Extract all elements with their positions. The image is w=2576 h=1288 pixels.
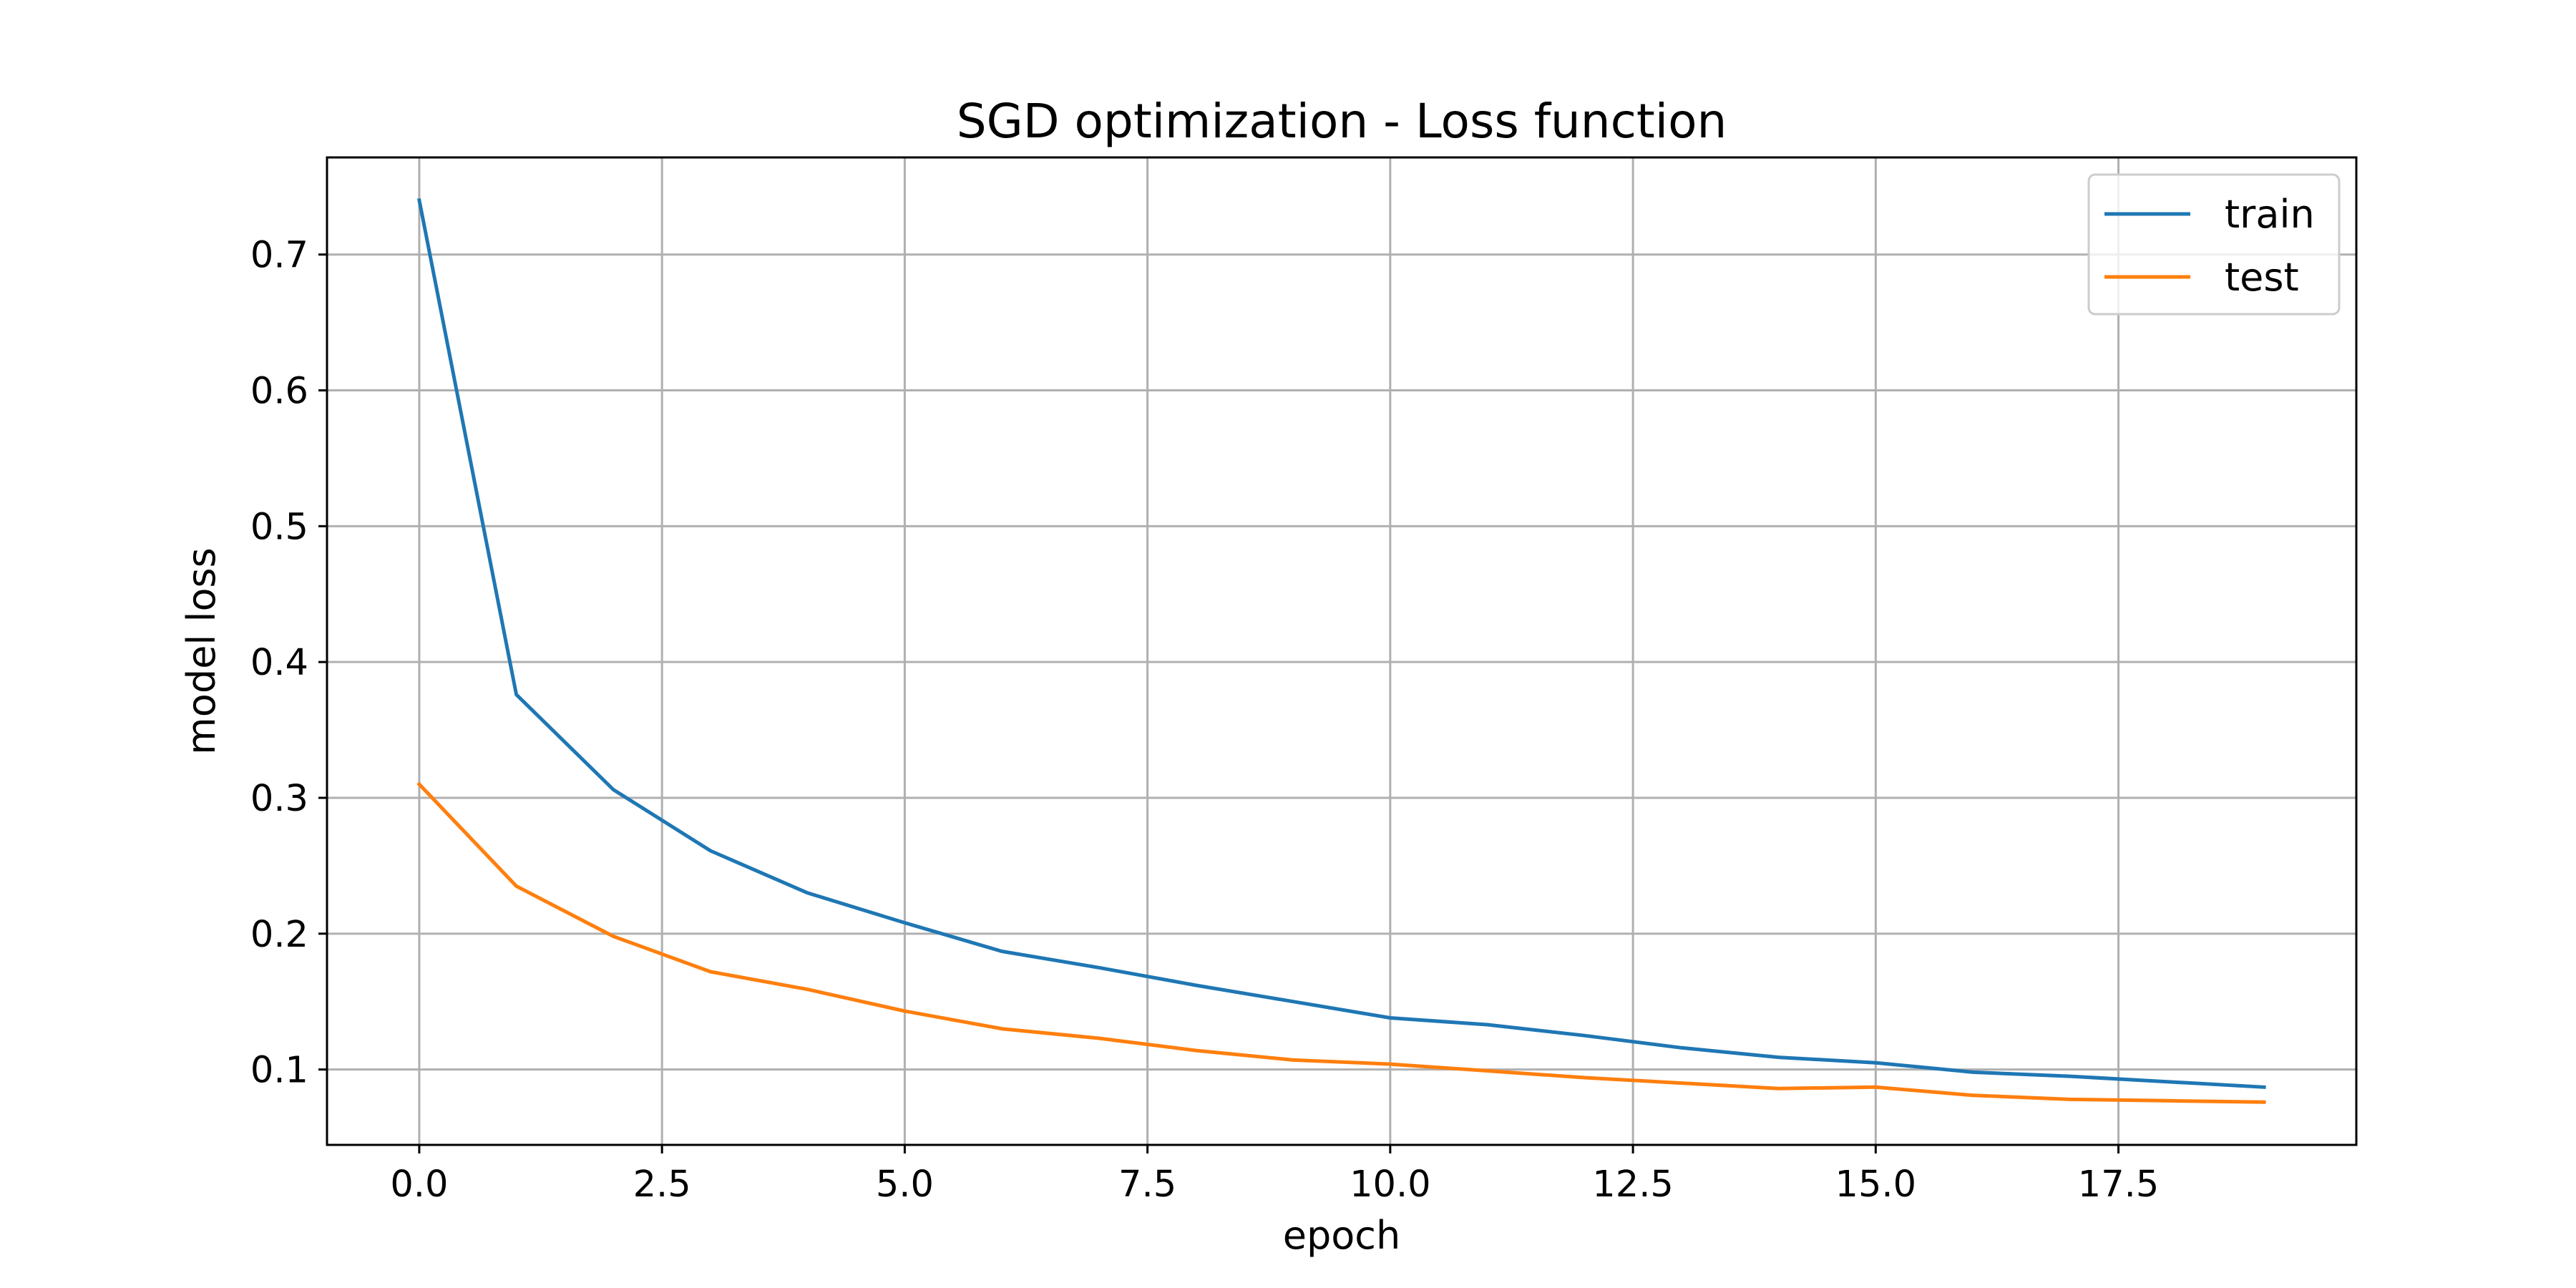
x-tick-label: 10.0: [1350, 1163, 1431, 1206]
grid: [327, 157, 2356, 1145]
series-line-test: [416, 781, 2266, 1104]
y-tick-label: 0.5: [250, 506, 308, 548]
legend: train test: [2087, 173, 2341, 316]
y-tick-label: 0.2: [250, 914, 308, 956]
y-tick-label: 0.6: [250, 371, 308, 413]
plot-frame: [326, 156, 2358, 1146]
chart-title: SGD optimization - Loss function: [957, 94, 1727, 149]
x-tick-label: 12.5: [1592, 1163, 1674, 1206]
x-tick-label: 5.0: [876, 1163, 934, 1206]
x-tick-label: 17.5: [2078, 1163, 2160, 1206]
x-axis-label: epoch: [1283, 1213, 1400, 1258]
x-tick-label: 7.5: [1118, 1163, 1176, 1206]
x-tick-label: 15.0: [1835, 1163, 1917, 1206]
y-tick-label: 0.1: [250, 1050, 308, 1092]
legend-box: [2087, 173, 2341, 316]
legend-label-train: train: [2225, 192, 2315, 237]
x-tick-label: 2.5: [633, 1163, 691, 1206]
legend-label-test: test: [2225, 255, 2299, 300]
axis-ticks: 0.0 2.5 5.0 7.5 10.0 12.5 15.0 17.5 0.1 0.2 0.3 0.4…: [250, 235, 2159, 1206]
y-tick-label: 0.7: [250, 235, 308, 277]
y-axis-label: model loss: [179, 547, 224, 755]
series-lines: [416, 197, 2266, 1104]
x-tick-label: 0.0: [390, 1163, 448, 1206]
y-tick-label: 0.3: [250, 778, 308, 820]
y-tick-label: 0.4: [250, 642, 308, 684]
series-line-train: [416, 197, 2266, 1089]
